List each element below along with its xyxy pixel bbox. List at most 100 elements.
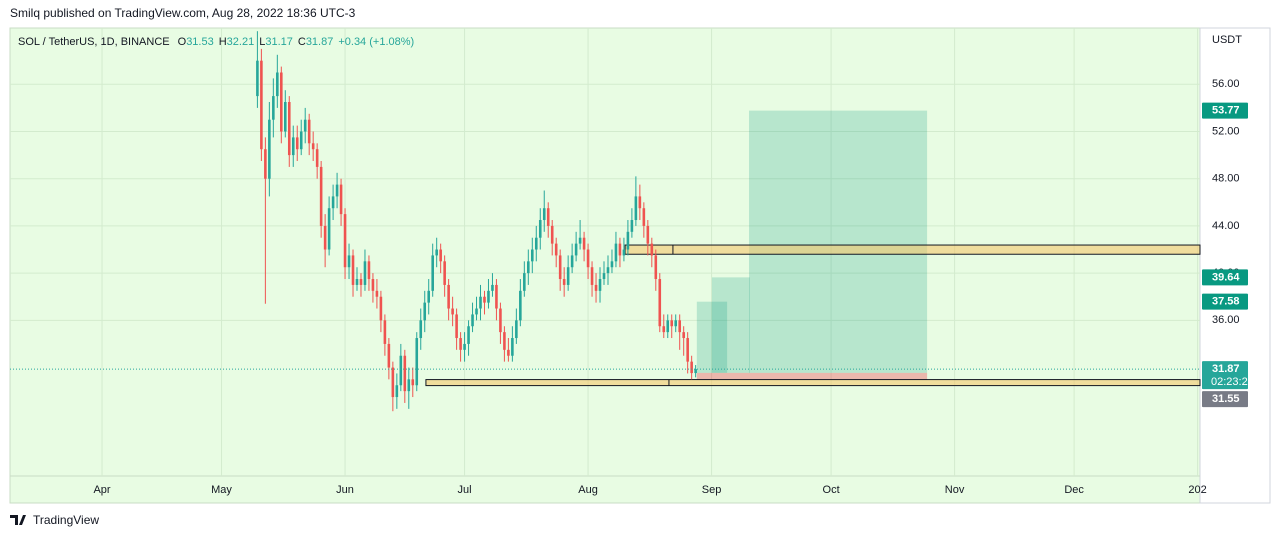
candle-body bbox=[387, 343, 391, 368]
candle-body bbox=[503, 332, 506, 350]
candle-body bbox=[379, 296, 383, 321]
y-tick-label: 36.00 bbox=[1212, 314, 1240, 326]
target-box bbox=[696, 301, 728, 373]
candle-body bbox=[694, 369, 697, 374]
candle-body bbox=[570, 255, 574, 268]
countdown: 02:23:28 bbox=[1211, 376, 1254, 388]
legend-key: L bbox=[259, 36, 265, 48]
candle-body bbox=[606, 267, 610, 274]
candle-body bbox=[690, 361, 693, 374]
candle-body bbox=[634, 196, 638, 221]
candle-body bbox=[355, 279, 359, 285]
candle-body bbox=[375, 290, 379, 297]
y-tick-label: 48.00 bbox=[1212, 173, 1240, 185]
candle-body bbox=[479, 296, 482, 309]
candle-body bbox=[299, 131, 303, 150]
legend-value: 31.87 bbox=[306, 36, 334, 48]
target-box bbox=[749, 110, 928, 373]
candle-body bbox=[307, 119, 311, 144]
candle-body bbox=[483, 296, 486, 303]
price-label-bg bbox=[1202, 102, 1248, 119]
candle-body bbox=[367, 261, 371, 280]
candle-body bbox=[455, 314, 458, 339]
x-tick-label: May bbox=[211, 484, 232, 496]
candle-body bbox=[315, 149, 319, 167]
candle-body bbox=[311, 143, 315, 150]
zone bbox=[425, 379, 1201, 387]
legend: SOL / TetherUS, 1D, BINANCE O 31.53 H 32.21 L… bbox=[18, 36, 414, 48]
candle-body bbox=[670, 320, 674, 327]
candles bbox=[10, 31, 1200, 412]
price-axis bbox=[1199, 27, 1271, 504]
candle-body bbox=[276, 72, 279, 97]
candle-body bbox=[654, 255, 658, 280]
candle-body bbox=[359, 279, 363, 285]
zone bbox=[624, 244, 1201, 255]
target-box bbox=[711, 277, 750, 373]
candle-body bbox=[527, 261, 530, 274]
candle-body bbox=[650, 243, 654, 256]
candle-body bbox=[626, 231, 630, 250]
candle-body bbox=[419, 320, 423, 339]
legend-key: C bbox=[298, 36, 306, 48]
price-label: 31.55 bbox=[1212, 393, 1240, 405]
candle-body bbox=[682, 332, 685, 339]
candle-body bbox=[331, 196, 335, 209]
candle-body bbox=[272, 96, 275, 120]
price-label: 37.58 bbox=[1212, 296, 1240, 308]
axes: 56.0052.0048.0044.0040.0036.00AprMayJunJ… bbox=[93, 78, 1253, 496]
symbol: SOL / TetherUS, 1D, BINANCE bbox=[18, 36, 170, 48]
price-label-bg bbox=[1202, 293, 1248, 310]
legend-value: 32.21 bbox=[227, 36, 255, 48]
candle-body bbox=[291, 137, 295, 156]
candle-body bbox=[411, 379, 415, 386]
candle-body bbox=[343, 214, 347, 268]
logo-icon bbox=[10, 515, 26, 525]
x-tick-label: Jul bbox=[458, 484, 472, 496]
price-label: 53.77 bbox=[1212, 105, 1240, 117]
candle-body bbox=[646, 225, 650, 244]
candle-body bbox=[602, 273, 606, 280]
legend-value: 31.53 bbox=[186, 36, 214, 48]
candle-body bbox=[530, 249, 534, 262]
candle-body bbox=[467, 326, 470, 344]
publish-header: Smilq published on TradingView.com, Aug … bbox=[10, 6, 356, 20]
candle-body bbox=[443, 261, 446, 285]
candle-body bbox=[459, 338, 462, 350]
candle-body bbox=[523, 273, 526, 291]
candle-body bbox=[590, 267, 594, 285]
x-tick-label: Nov bbox=[945, 484, 965, 496]
candle-body bbox=[578, 237, 582, 244]
candle-body bbox=[610, 261, 614, 268]
candle-body bbox=[415, 338, 419, 386]
y-tick-label: 52.00 bbox=[1212, 125, 1240, 137]
candle-body bbox=[335, 184, 339, 197]
candle-body bbox=[662, 326, 666, 333]
candle-body bbox=[260, 60, 263, 150]
candle-body bbox=[515, 320, 518, 339]
candle-body bbox=[666, 320, 670, 333]
chart-pane bbox=[9, 27, 1271, 504]
candle-body bbox=[495, 284, 498, 309]
candle-body bbox=[427, 290, 431, 303]
footer-brand: TradingView bbox=[33, 513, 99, 527]
y-tick-label: 56.00 bbox=[1212, 78, 1240, 90]
candle-body bbox=[395, 385, 399, 398]
candle-body bbox=[435, 249, 438, 256]
candle-body bbox=[451, 308, 454, 315]
candle-body bbox=[407, 379, 411, 392]
candle-body bbox=[363, 261, 367, 285]
candle-body bbox=[487, 290, 490, 303]
legend-value: 31.17 bbox=[265, 36, 293, 48]
candle-body bbox=[534, 237, 538, 250]
candle-body bbox=[463, 343, 466, 350]
candle-body bbox=[594, 284, 598, 291]
price-label-bg bbox=[1202, 269, 1248, 286]
candle-body bbox=[542, 208, 546, 221]
drawings bbox=[425, 110, 1201, 387]
candle-body bbox=[674, 320, 678, 327]
candle-body bbox=[562, 279, 566, 285]
candle-body bbox=[511, 338, 514, 356]
price-label: 31.87 bbox=[1212, 363, 1240, 375]
legend-key: O bbox=[178, 36, 187, 48]
